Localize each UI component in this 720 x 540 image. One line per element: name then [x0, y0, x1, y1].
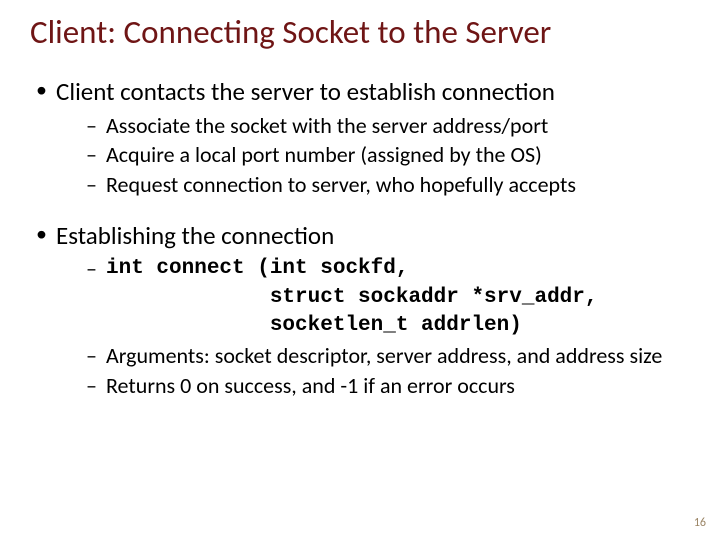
sub-bullet-text: Returns 0 on success, and -1 if an error…: [106, 372, 515, 399]
bullet-list-level2: int connect (int sockfd, struct sockaddr…: [56, 255, 690, 399]
sub-bullet-text: Arguments: socket descriptor, server add…: [106, 342, 662, 369]
sub-bullet-item: int connect (int sockfd, struct sockaddr…: [56, 255, 690, 340]
bullet-list-level1: Client contacts the server to establish …: [30, 76, 690, 399]
sub-bullet-item: Returns 0 on success, and -1 if an error…: [56, 372, 690, 400]
sub-bullet-item: Arguments: socket descriptor, server add…: [56, 342, 690, 370]
sub-bullet-text: Request connection to server, who hopefu…: [106, 171, 576, 198]
sub-bullet-item: Associate the socket with the server add…: [56, 112, 690, 140]
page-number: 16: [694, 516, 706, 530]
slide-title: Client: Connecting Socket to the Server: [30, 14, 690, 50]
bullet-list-level2: Associate the socket with the server add…: [56, 112, 690, 199]
bullet-item: Client contacts the server to establish …: [30, 76, 690, 198]
bullet-text: Client contacts the server to establish …: [56, 76, 555, 107]
bullet-item: Establishing the connection int connect …: [30, 220, 690, 399]
bullet-text: Establishing the connection: [56, 220, 334, 251]
slide: Client: Connecting Socket to the Server …: [0, 0, 720, 540]
sub-bullet-item: Request connection to server, who hopefu…: [56, 171, 690, 199]
sub-bullet-text: Acquire a local port number (assigned by…: [106, 141, 542, 168]
sub-bullet-text: Associate the socket with the server add…: [106, 112, 548, 139]
sub-bullet-item: Acquire a local port number (assigned by…: [56, 141, 690, 169]
code-snippet: int connect (int sockfd, struct sockaddr…: [106, 255, 690, 340]
